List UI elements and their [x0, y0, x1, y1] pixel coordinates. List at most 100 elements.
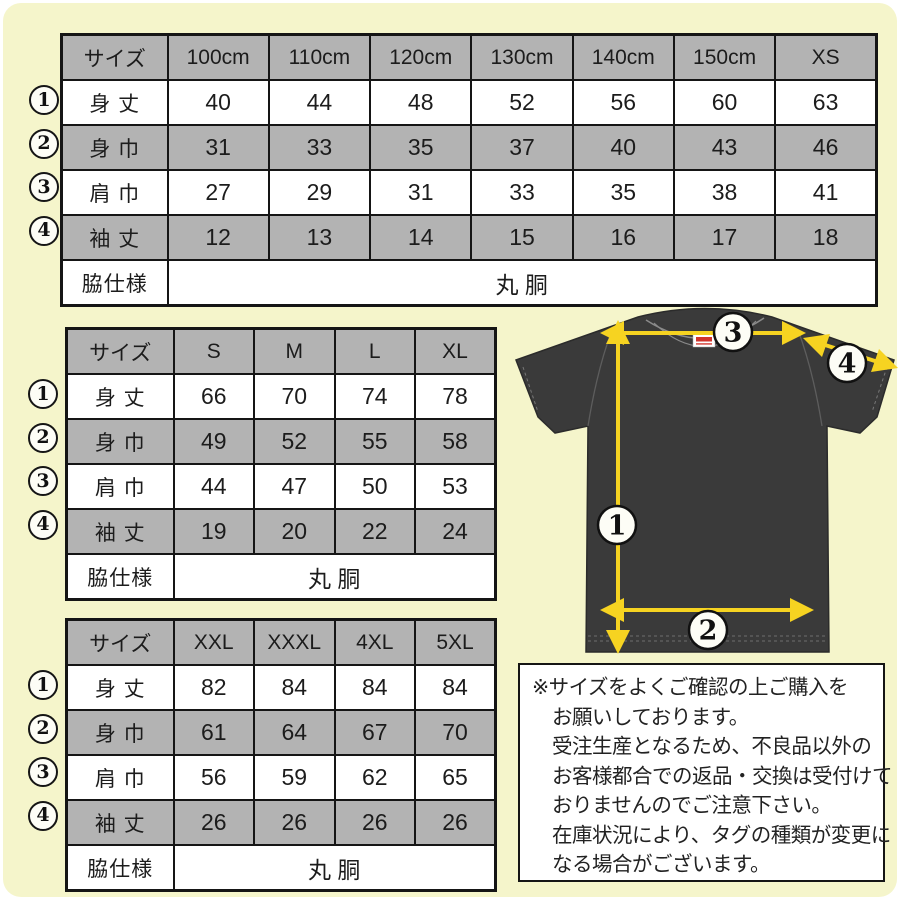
table-cell: 31	[166, 124, 270, 171]
body-length-arrow	[606, 320, 630, 654]
table-cell: 20	[253, 508, 336, 555]
table-cell: 16	[571, 214, 675, 261]
right-armhole-seam	[797, 329, 823, 427]
table-cell: 67	[333, 709, 416, 756]
table-cell: 26	[333, 799, 416, 846]
table-cell: 24	[414, 508, 497, 555]
spec-value: 丸 胴	[166, 259, 878, 307]
column-header: 110cm	[267, 33, 372, 81]
row-label: 袖 丈	[60, 214, 169, 261]
table-cell: 40	[571, 124, 675, 171]
tshirt-measurement-diagram: 3 4 1 2	[515, 307, 898, 654]
row-marker-1: 1	[28, 379, 58, 410]
table-cell: 53	[414, 463, 497, 510]
column-header: 140cm	[571, 33, 675, 81]
table-cell: 33	[267, 124, 372, 171]
table-cell: 31	[369, 169, 473, 216]
table-cell: 44	[267, 79, 372, 126]
spec-label: 脇仕様	[65, 844, 175, 892]
row-marker-4: 4	[28, 509, 58, 540]
row-label: 身 丈	[60, 79, 169, 126]
table-cell: 37	[470, 124, 574, 171]
table-cell: 59	[253, 754, 336, 801]
row-marker-3: 3	[28, 757, 58, 788]
note-line: 受注生産となるため、不良品以外の	[552, 735, 872, 758]
size-header-cell: サイズ	[60, 33, 169, 81]
table-cell: 46	[774, 124, 878, 171]
column-header: XXXL	[253, 618, 336, 666]
table-cell: 41	[774, 169, 878, 216]
column-header: 130cm	[470, 33, 574, 81]
note-line: お願いしております。	[552, 705, 749, 729]
table-cell: 63	[774, 79, 878, 126]
table-cell: 62	[333, 754, 416, 801]
column-header: 120cm	[369, 33, 473, 81]
table-cell: 82	[172, 664, 255, 711]
table-cell: 52	[470, 79, 574, 126]
row-label: 肩 巾	[65, 754, 175, 801]
row-label: 身 丈	[65, 664, 175, 711]
table-cell: 74	[333, 373, 416, 420]
table-cell: 84	[414, 664, 497, 711]
table-cell: 27	[166, 169, 270, 216]
table-cell: 26	[253, 799, 336, 846]
row-label: 身 巾	[65, 709, 175, 756]
row-label: 袖 丈	[65, 508, 175, 555]
row-marker-2: 2	[29, 128, 59, 159]
column-header: 100cm	[166, 33, 270, 81]
row-marker-1: 1	[29, 85, 59, 116]
column-header: L	[333, 327, 416, 375]
svg-text:2: 2	[699, 616, 718, 647]
table-cell: 49	[172, 418, 255, 465]
sleeve-length-arrow	[803, 334, 898, 372]
table-cell: 66	[172, 373, 255, 420]
table-cell: 33	[470, 169, 574, 216]
tshirt-silhouette	[515, 307, 895, 653]
left-sleeve-stitch	[522, 366, 539, 413]
table-cell: 64	[253, 709, 336, 756]
table-cell: 56	[571, 79, 675, 126]
table-cell: 60	[672, 79, 777, 126]
marker-sleeve-length: 4	[826, 342, 868, 384]
row-marker-4: 4	[28, 800, 58, 831]
table-cell: 22	[333, 508, 416, 555]
table-cell: 58	[414, 418, 497, 465]
note-line: お客様都合での返品・交換は受付けて	[552, 764, 893, 788]
row-label: 肩 巾	[65, 463, 175, 510]
column-header: XXL	[172, 618, 255, 666]
table-cell: 55	[333, 418, 416, 465]
spec-value: 丸 胴	[172, 844, 497, 892]
table-cell: 50	[333, 463, 416, 510]
table-cell: 43	[672, 124, 777, 171]
table-cell: 14	[369, 214, 473, 261]
marker-shoulder-width: 3	[712, 311, 754, 353]
table-cell: 29	[267, 169, 372, 216]
purchase-note-box: ※サイズをよくご確認の上ご購入を お願いしております。 受注生産となるため、不良品以…	[518, 663, 893, 882]
table-cell: 38	[672, 169, 777, 216]
table-cell: 35	[369, 124, 473, 171]
row-marker-2: 2	[28, 713, 58, 744]
row-marker-3: 3	[29, 172, 59, 203]
note-line: なる場合がございます。	[552, 853, 770, 876]
table-cell: 65	[414, 754, 497, 801]
table-cell: 84	[333, 664, 416, 711]
size-table-s-xl: サイズ S M L XL 身 丈 66 70 74 78 身 巾 49 52 55 58 肩 巾 44 47 50 5…	[65, 327, 497, 601]
table-cell: 78	[414, 373, 497, 420]
svg-text:3: 3	[724, 318, 743, 349]
column-header: XS	[774, 33, 878, 81]
table-cell: 52	[253, 418, 336, 465]
table-cell: 17	[672, 214, 777, 261]
size-table-kids-xs: サイズ 100cm 110cm 120cm 130cm 140cm 150cm XS 身 丈 40…	[60, 33, 878, 307]
row-label: 身 丈	[65, 373, 175, 420]
note-line: 在庫状況により、タグの種類が変更に	[552, 823, 891, 847]
marker-body-length: 1	[596, 504, 638, 546]
table-cell: 61	[172, 709, 255, 756]
spec-label: 脇仕様	[60, 259, 169, 307]
svg-text:1: 1	[608, 511, 627, 542]
table-cell: 26	[172, 799, 255, 846]
row-marker-2: 2	[28, 422, 58, 453]
table-cell: 15	[470, 214, 574, 261]
table-cell: 48	[369, 79, 473, 126]
table-cell: 35	[571, 169, 675, 216]
purchase-note-text: ※サイズをよくご確認の上ご購入を お願いしております。 受注生産となるため、不良品以…	[532, 673, 893, 880]
